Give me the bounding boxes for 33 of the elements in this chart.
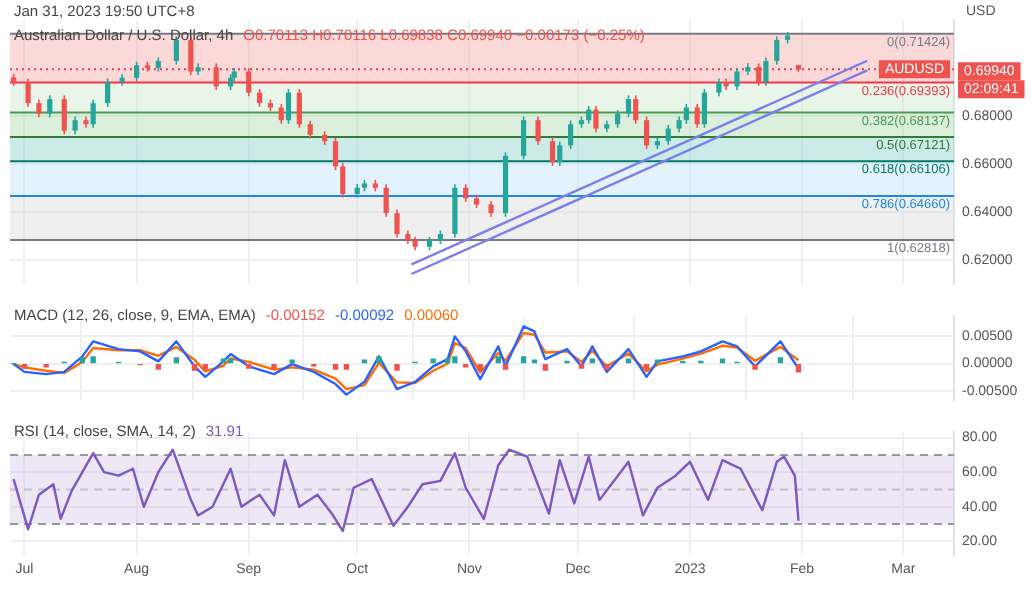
candlestick [557, 140, 563, 167]
candlestick [332, 136, 339, 171]
candlestick [296, 88, 302, 129]
candlestick [694, 103, 700, 129]
candlestick [633, 94, 639, 125]
candlestick [520, 115, 527, 161]
candlestick [383, 183, 389, 218]
candlestick [452, 183, 458, 239]
candlestick [625, 94, 632, 119]
candlestick [701, 88, 708, 129]
candlestick [61, 94, 67, 136]
candlestick [763, 56, 769, 87]
candlestick [285, 88, 292, 125]
candlestick [593, 105, 599, 133]
candlestick [213, 62, 219, 91]
candlestick [25, 77, 31, 108]
candlestick [549, 136, 556, 167]
candlestick [665, 124, 671, 146]
candlestick [643, 115, 650, 150]
candlestick [568, 119, 574, 150]
candlestick [90, 98, 96, 129]
candlestick [47, 94, 53, 119]
candlestick [278, 103, 284, 125]
candlestick [340, 162, 346, 199]
candlestick [774, 35, 780, 66]
candlestick [756, 62, 762, 87]
candlestick [105, 77, 111, 108]
candlestick [535, 115, 541, 146]
candlestick [683, 103, 689, 125]
candlestick [133, 60, 140, 83]
candlestick [246, 67, 252, 97]
candlestick [394, 208, 400, 239]
candlestick [734, 67, 740, 91]
